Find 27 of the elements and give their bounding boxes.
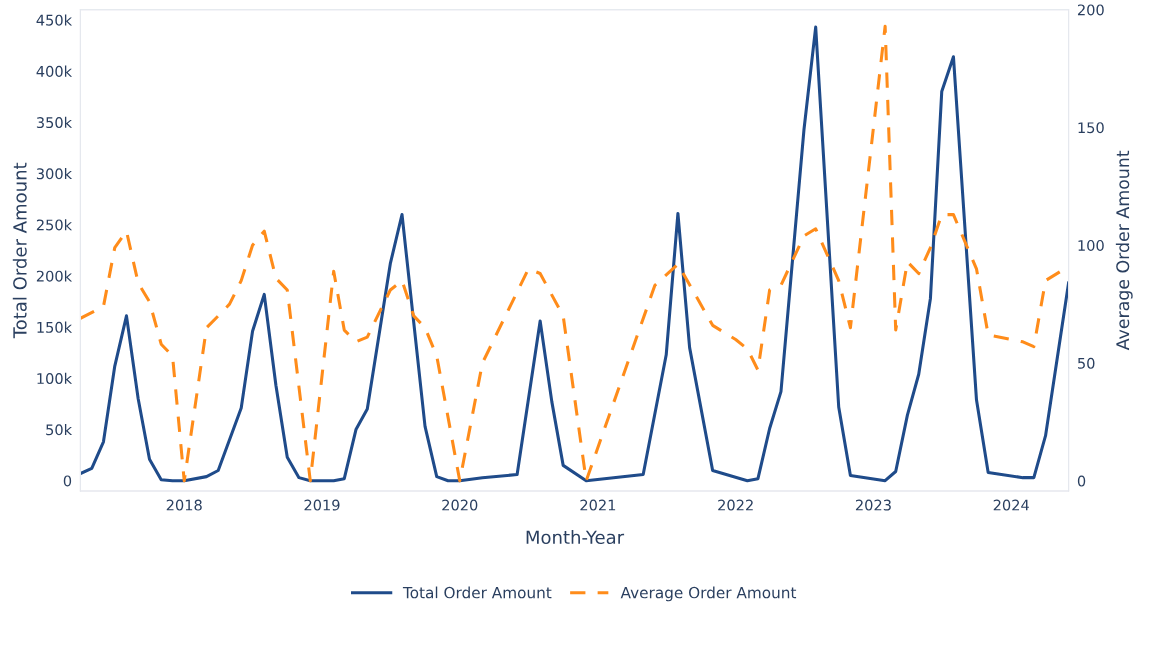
x-tick-label: 2023 (855, 499, 891, 511)
y-tick-label: 200k (36, 270, 73, 282)
y2-tick-label: 200 (1077, 4, 1104, 16)
x-tick-label: 2019 (304, 499, 340, 511)
legend-label: Total Order Amount (402, 586, 552, 599)
y2-tick-label: 100 (1078, 239, 1104, 252)
y-tick-label: 350k (36, 116, 73, 129)
x-tick-label: 2020 (442, 499, 478, 511)
x-tick-label: 2018 (166, 499, 202, 511)
y-tick-label: 400k (36, 65, 73, 77)
y-tick-label: 50k (46, 423, 73, 436)
x-tick-label: 2024 (993, 499, 1029, 511)
y-axis-title: Total Order Amount (12, 162, 27, 339)
x-axis-title: Month-Year (526, 530, 625, 545)
y-tick-label: 150k (37, 321, 73, 333)
y2-tick-label: 0 (1077, 475, 1086, 487)
y-tick-label: 300k (36, 167, 73, 180)
legend-label: Average Order Amount (620, 586, 797, 602)
y-tick-label: 450k (36, 14, 73, 26)
x-tick-label: 2022 (718, 499, 753, 511)
y2-tick-label: 50 (1078, 357, 1095, 369)
y2-axis-title: Average Order Amount (1115, 150, 1133, 351)
y2-tick-label: 150 (1078, 122, 1104, 134)
y-tick-label: 250k (36, 219, 73, 231)
y-tick-label: 0 (63, 475, 72, 487)
y-tick-label: 100k (37, 372, 73, 385)
x-tick-label: 2021 (580, 499, 616, 511)
